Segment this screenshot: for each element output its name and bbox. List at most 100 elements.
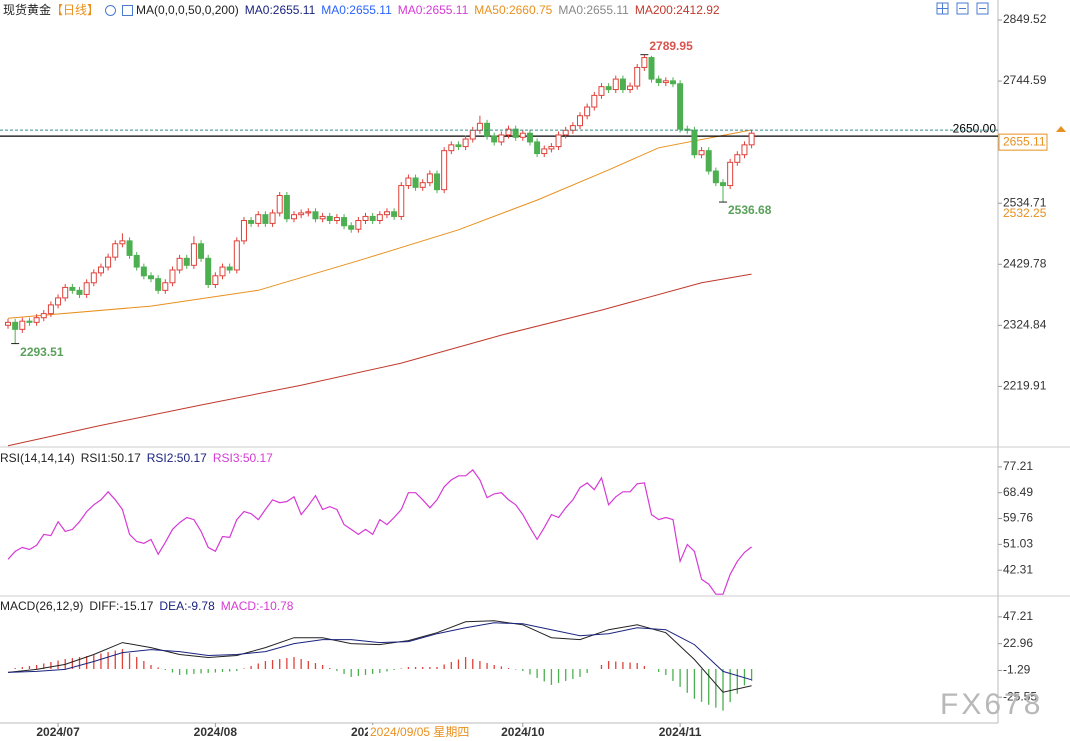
candle-body [426,173,433,184]
panel-header: MACD(26,12,9) DIFF:-15.17 DEA:-9.78 MACD:-1… [0,599,294,613]
candle-body [33,317,40,323]
candle-body [12,321,19,330]
candle-body [262,214,269,224]
candle-body [219,266,226,277]
y-tick-label: 42.31 [1003,562,1033,576]
candle-body [412,177,419,188]
candle-body [441,150,448,191]
candle-body [326,215,333,222]
period: 【日线】 [51,3,100,17]
price-tag-bg [999,206,1047,221]
candle-body [19,320,26,330]
candle-body [205,257,212,286]
candle-body [140,266,147,277]
candle-body [105,256,112,268]
candle-body [634,66,641,87]
candle-body [162,282,169,291]
candle-body [312,211,319,220]
candle-body [741,144,748,156]
candle-body [83,282,90,295]
candle-body [291,214,298,220]
candle-body [555,134,562,148]
candle-body [591,94,598,108]
x-tick-label: 2024/11 [659,725,702,739]
y-tick-label: -1.29 [1003,663,1031,677]
legend-item: MA0:2655.11 [397,3,469,17]
candle-body [233,240,240,271]
legend-item: DIFF:-15.17 [89,599,154,613]
price-tag: 2532.25 [1003,206,1047,220]
candle-body [26,320,33,323]
candle-body [176,257,183,271]
x-tick-label: 2024/08 [194,725,238,739]
legend-item: MA0:2655.11 [244,3,316,17]
candle-body [641,57,648,68]
y-tick-label: 47.21 [1003,609,1033,623]
y-tick-label: 2219.91 [1003,379,1047,393]
candle-body [47,304,54,315]
candle-body [190,243,197,266]
extreme-label: 2536.68 [728,203,772,217]
candle-body [398,185,405,217]
y-tick-label: 2324.84 [1003,318,1047,332]
candle-body [598,86,605,96]
legend-item: MACD:-10.78 [220,599,294,613]
candle-body [169,269,176,284]
candle-body [126,240,133,256]
candle-body [612,78,619,91]
legend-item: MA0:2655.11 [321,3,392,17]
candle-body [198,243,205,259]
legend-item: RSI2:50.17 [146,451,207,465]
y-tick-label: 2429.78 [1003,256,1047,270]
candle-body [469,129,476,140]
candle-body [705,150,712,172]
candle-body [276,194,283,214]
candle-body [69,286,76,291]
candle-body [148,275,155,280]
candle-body [119,240,126,245]
toolbar-button[interactable] [976,2,989,15]
candle-body [584,106,591,117]
x-tick-label: 2024/07 [36,725,80,739]
indicator-name: MACD(26,12,9) [0,599,84,613]
candle-body [627,85,634,91]
horizontal-line-label: 2650.00 [953,121,997,135]
candle-body [348,225,355,230]
legend-item: RSI1:50.17 [80,451,141,465]
candle-body [305,211,312,214]
candle-body [698,150,705,156]
y-tick-label: 2849.52 [1003,12,1047,26]
legend-item: MA0:2655.11 [558,3,629,17]
price-tag: 2655.11 [1003,134,1046,148]
candle-body [519,132,526,138]
watermark: FX678 [940,688,1043,721]
candle-body [405,177,412,187]
candle-body [248,220,255,224]
settings-icon [105,4,117,16]
y-tick-label: 68.49 [1003,485,1033,499]
candle-body [569,125,576,131]
candle-body [283,194,290,220]
indicator-line [7,622,752,681]
chart-title: 现货黄金 [3,3,52,17]
candle-body [391,211,398,217]
candle-body [648,57,655,80]
candle-body [362,215,369,222]
candle-body [577,115,584,127]
cursor-label: 2024/09/05 星期四 [370,725,469,739]
indicator-name: MA(0,0,0,50,0,200) [136,3,239,17]
toolbar[interactable] [936,2,989,15]
candle-body [212,275,219,286]
candle-body [383,211,390,216]
candle-body [97,266,104,274]
candle-body [512,128,519,138]
candle-body [491,135,498,143]
candle-body [55,297,62,306]
y-tick-label: 59.76 [1003,511,1033,525]
panel-header: 现货黄金 【日线】 MA(0,0,0,50,0,200) MA0:2655.11 MA0… [3,3,720,17]
toolbar-button[interactable] [956,2,969,15]
indicator-line [7,129,752,319]
legend-item: MA50:2660.75 [474,3,553,17]
